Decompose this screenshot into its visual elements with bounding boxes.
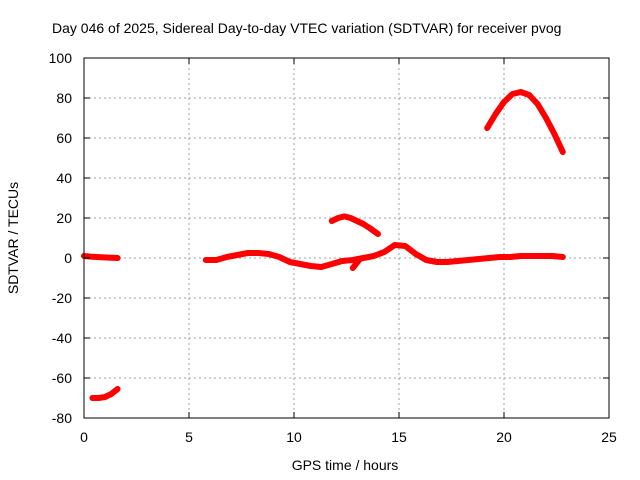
y-tick-label: -60 <box>52 370 72 386</box>
x-axis-ticks: 0 5 10 15 20 25 <box>80 58 617 445</box>
y-tick-label: -40 <box>52 330 72 346</box>
data-point <box>371 253 377 259</box>
data-point <box>89 254 95 260</box>
data-point <box>486 255 492 261</box>
data-point <box>108 391 114 397</box>
data-point <box>255 250 261 256</box>
data-point <box>348 215 354 221</box>
x-tick-label: 10 <box>286 429 302 445</box>
data-point <box>543 115 549 121</box>
data-point <box>339 258 345 264</box>
data-point <box>402 243 408 249</box>
data-point <box>245 250 251 256</box>
data-point <box>276 254 282 260</box>
data-series <box>81 89 566 401</box>
data-point <box>360 221 366 227</box>
data-point <box>360 255 366 261</box>
data-point <box>350 257 356 263</box>
data-point <box>509 91 515 97</box>
data-point <box>367 225 373 231</box>
data-point <box>102 394 108 400</box>
chart-title: Day 046 of 2025, Sidereal Day-to-day VTE… <box>52 20 561 36</box>
data-point <box>497 254 503 260</box>
data-point <box>484 125 490 131</box>
data-point <box>476 256 482 262</box>
data-point <box>549 253 555 259</box>
data-point <box>434 259 440 265</box>
y-tick-label: 20 <box>56 210 72 226</box>
data-point <box>234 252 240 258</box>
data-point <box>551 131 557 137</box>
data-point <box>213 257 219 263</box>
data-point <box>526 92 532 98</box>
data-point <box>507 254 513 260</box>
data-point <box>528 253 534 259</box>
data-point <box>493 111 499 117</box>
data-point <box>518 89 524 95</box>
data-point <box>308 263 314 269</box>
x-tick-label: 20 <box>496 429 512 445</box>
data-point <box>224 254 230 260</box>
y-tick-label: -20 <box>52 290 72 306</box>
data-point <box>375 231 381 237</box>
data-point <box>381 249 387 255</box>
data-point <box>444 259 450 265</box>
data-point <box>465 257 471 263</box>
data-point <box>392 242 398 248</box>
y-tick-label: 0 <box>64 250 72 266</box>
series-hump-20h <box>484 89 566 155</box>
y-tick-label: -80 <box>52 410 72 426</box>
data-point <box>350 265 356 271</box>
data-point <box>560 149 566 155</box>
x-axis-label: GPS time / hours <box>292 457 399 473</box>
data-point <box>329 218 335 224</box>
data-point <box>501 99 507 105</box>
grid-lines <box>84 58 609 418</box>
data-point <box>455 258 461 264</box>
data-point <box>354 218 360 224</box>
data-point <box>560 254 566 260</box>
data-point <box>266 251 272 257</box>
data-point <box>287 259 293 265</box>
plot-frame <box>83 57 610 419</box>
data-point <box>341 213 347 219</box>
y-tick-label: 60 <box>56 130 72 146</box>
y-tick-label: 40 <box>56 170 72 186</box>
data-point <box>318 264 324 270</box>
x-tick-label: 0 <box>80 429 88 445</box>
y-tick-label: 80 <box>56 90 72 106</box>
data-point <box>203 257 209 263</box>
y-axis-ticks: -80 -60 -40 -20 0 20 40 60 80 100 <box>49 50 609 426</box>
x-tick-label: 15 <box>391 429 407 445</box>
data-point <box>539 253 545 259</box>
data-point <box>96 395 102 401</box>
data-point <box>106 255 112 261</box>
data-point <box>518 253 524 259</box>
data-point <box>423 257 429 263</box>
y-axis-label: SDTVAR / TECUs <box>5 182 21 294</box>
data-point <box>535 101 541 107</box>
x-tick-label: 5 <box>185 429 193 445</box>
y-tick-label: 100 <box>49 50 73 66</box>
data-point <box>98 254 104 260</box>
data-point <box>115 255 121 261</box>
data-point <box>335 215 341 221</box>
x-tick-label: 25 <box>601 429 617 445</box>
data-point <box>115 386 121 392</box>
data-point <box>356 257 362 263</box>
data-point <box>89 395 95 401</box>
data-point <box>297 261 303 267</box>
data-point <box>329 261 335 267</box>
data-point <box>413 251 419 257</box>
